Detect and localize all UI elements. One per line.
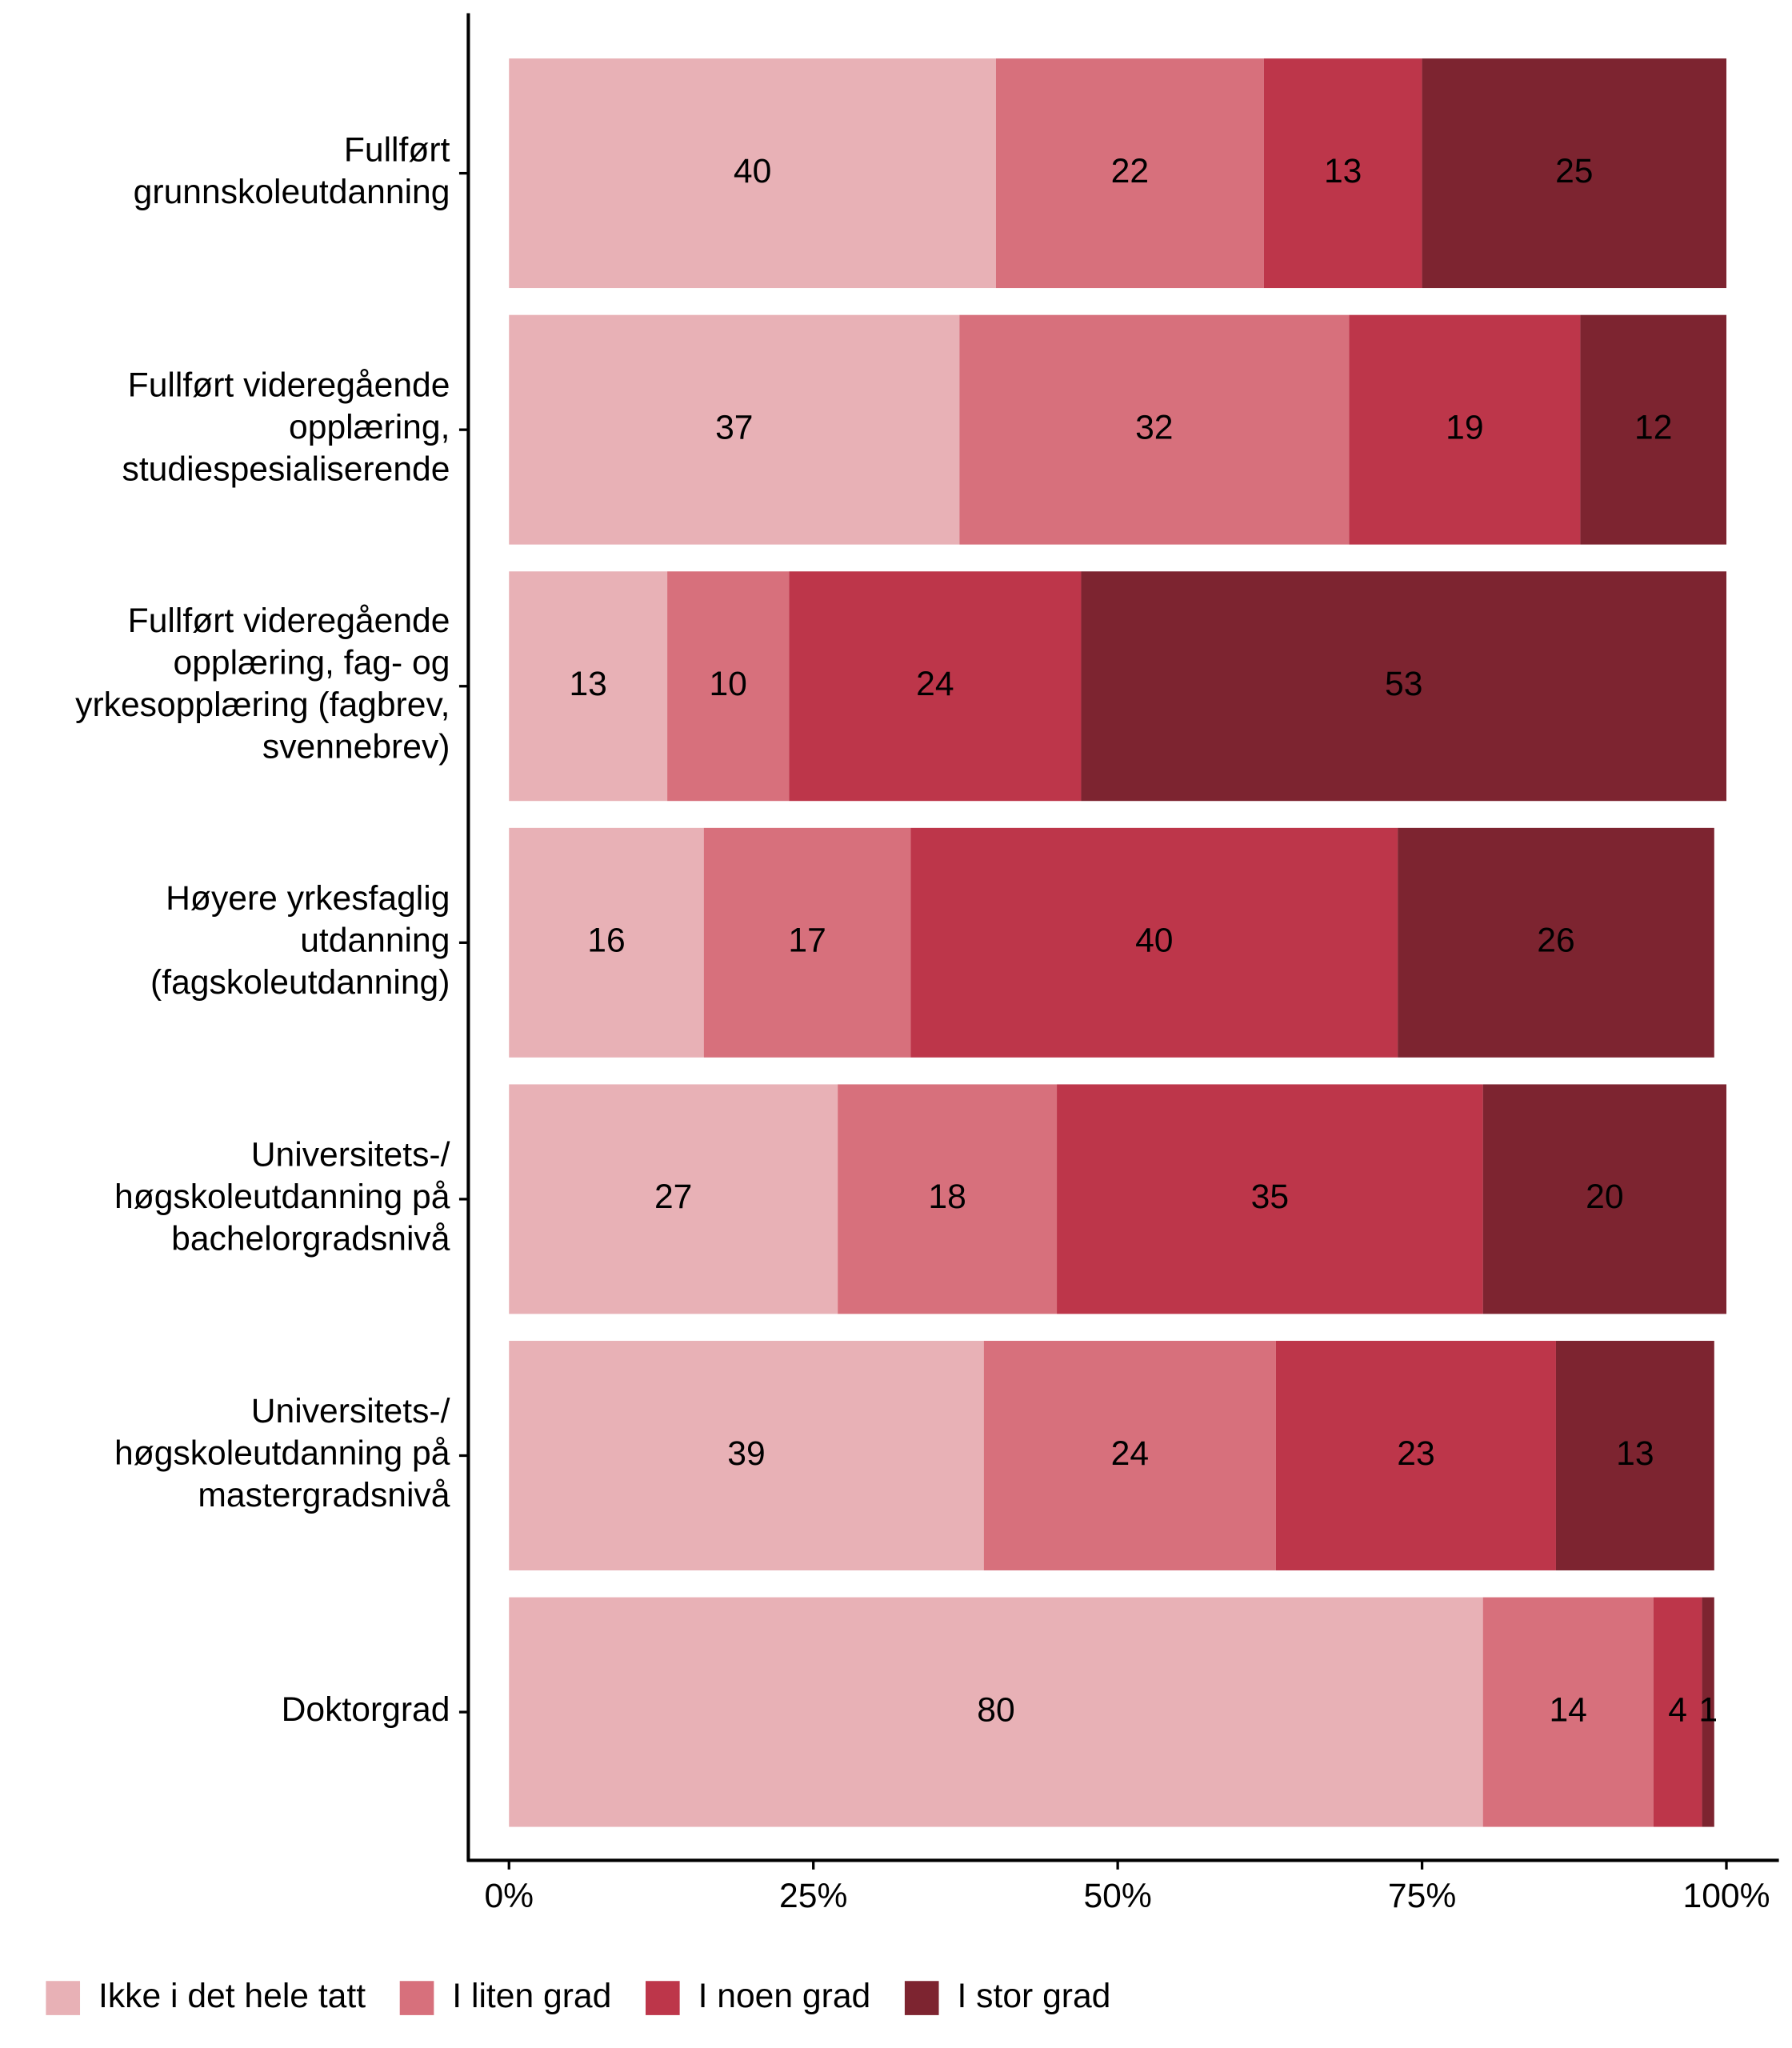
y-tick-label-line: opplæring, xyxy=(289,408,450,446)
bar-segment xyxy=(995,58,1264,289)
bar-segment xyxy=(1398,827,1714,1058)
bar-segment xyxy=(509,1597,1483,1827)
x-tick-label: 50% xyxy=(1083,1877,1151,1915)
bar-segment xyxy=(959,314,1350,545)
y-tick-label-line: grunnskoleutdanning xyxy=(134,173,450,211)
y-tick-label-line: Høyere yrkesfaglig xyxy=(166,879,450,918)
y-tick-label-line: Universitets-/ xyxy=(251,1136,450,1174)
x-tick-label: 100% xyxy=(1682,1877,1770,1915)
y-tick-label-line: Fullført videregående xyxy=(128,366,450,405)
y-tick-label-line: høgskoleutdanning på xyxy=(114,1178,450,1216)
bar-segment xyxy=(509,314,960,545)
y-tick-label-line: (fagskoleutdanning) xyxy=(150,963,450,1002)
y-tick-label-line: svennebrev) xyxy=(262,728,450,766)
y-tick-label-line: mastergradsnivå xyxy=(198,1476,450,1514)
value-label: 14 xyxy=(1549,1690,1586,1729)
bar-segment xyxy=(983,1341,1276,1570)
y-tick-label: Høyere yrkesfaglig utdanning (fagskoleutda… xyxy=(150,879,450,1002)
y-tick-label: Doktorgrad xyxy=(282,1690,450,1729)
value-label: 22 xyxy=(1111,152,1149,190)
y-tick-label: Fullført videregående opplæring, fag- og y… xyxy=(75,602,450,766)
bar-segment xyxy=(1580,314,1727,545)
bar-segment xyxy=(838,1084,1058,1314)
y-tick-label-line: høgskoleutdanning på xyxy=(114,1434,450,1473)
legend-label: I liten grad xyxy=(452,1977,611,2015)
y-tick-label-line: studiespesialiserende xyxy=(122,450,450,489)
bar-segment xyxy=(509,827,704,1058)
bar-segment xyxy=(1263,58,1422,289)
legend-swatch xyxy=(46,1981,81,2015)
legend-swatch xyxy=(645,1981,680,2015)
y-tick-label-line: Universitets-/ xyxy=(251,1392,450,1430)
bar-segment xyxy=(703,827,911,1058)
value-label: 17 xyxy=(788,922,826,960)
y-tick-label: Universitets-/ høgskoleutdanning på master… xyxy=(114,1392,450,1514)
legend-label: Ikke i det hele tatt xyxy=(98,1977,366,2015)
y-tick-label-line: Fullført videregående xyxy=(128,602,450,640)
bar-segment xyxy=(789,571,1082,802)
bar-segment xyxy=(1349,314,1581,545)
value-label: 13 xyxy=(569,665,606,703)
value-label: 35 xyxy=(1251,1178,1289,1216)
value-label: 19 xyxy=(1446,408,1483,446)
bar-segment xyxy=(1482,1597,1654,1827)
bar-segment xyxy=(1057,1084,1483,1314)
bar-segment xyxy=(509,1084,838,1314)
value-label: 80 xyxy=(977,1690,1014,1729)
value-label: 25 xyxy=(1555,152,1593,190)
y-tick-label-line: opplæring, fag- og xyxy=(173,644,450,682)
bar-segment xyxy=(1081,571,1727,802)
value-label: 10 xyxy=(709,665,746,703)
bar-segment xyxy=(1653,1597,1702,1827)
bar-segment xyxy=(1275,1341,1556,1570)
bar-segment xyxy=(1422,58,1727,289)
y-tick-label-line: bachelorgradsnivå xyxy=(171,1220,450,1258)
bar-segment xyxy=(910,827,1398,1058)
value-label: 16 xyxy=(587,922,625,960)
legend-swatch xyxy=(399,1981,434,2015)
value-label: 53 xyxy=(1385,665,1422,703)
legend-label: I noen grad xyxy=(698,1977,871,2015)
legend-swatch xyxy=(904,1981,939,2015)
y-tick-label-line: utdanning xyxy=(300,922,450,960)
bar-segment xyxy=(509,58,996,289)
value-label: 40 xyxy=(1135,922,1173,960)
bar-segment xyxy=(509,1341,984,1570)
value-label: 37 xyxy=(715,408,753,446)
value-label: 4 xyxy=(1668,1690,1687,1729)
value-label: 13 xyxy=(1324,152,1362,190)
value-label: 23 xyxy=(1397,1434,1434,1473)
value-label: 26 xyxy=(1537,922,1574,960)
y-tick-label-line: yrkesopplæring (fagbrev, xyxy=(75,686,450,724)
value-label: 24 xyxy=(916,665,954,703)
value-label: 1 xyxy=(1698,1690,1718,1729)
value-label: 12 xyxy=(1634,408,1672,446)
bar-segment xyxy=(1702,1597,1714,1827)
value-label: 20 xyxy=(1586,1178,1623,1216)
value-label: 13 xyxy=(1616,1434,1654,1473)
bar-segment xyxy=(1555,1341,1714,1570)
value-label: 32 xyxy=(1135,408,1173,446)
legend-label: I stor grad xyxy=(957,1977,1110,2015)
bar-segment xyxy=(509,571,668,802)
bar-segment xyxy=(1482,1084,1727,1314)
y-tick-label: Universitets-/ høgskoleutdanning på bachel… xyxy=(114,1136,450,1258)
value-label: 24 xyxy=(1111,1434,1149,1473)
x-tick-label: 0% xyxy=(484,1877,534,1915)
value-label: 18 xyxy=(928,1178,966,1216)
y-tick-label: Fullført videregående opplæring, studiespe… xyxy=(122,366,450,489)
value-label: 39 xyxy=(727,1434,765,1473)
x-tick-label: 25% xyxy=(779,1877,847,1915)
bar-segment xyxy=(667,571,790,802)
x-tick-label: 75% xyxy=(1388,1877,1456,1915)
y-tick-label-line: Fullført xyxy=(344,131,450,170)
value-label: 27 xyxy=(654,1178,692,1216)
y-tick-label: Fullført grunnskoleutdanning xyxy=(134,131,450,211)
y-tick-label-line: Doktorgrad xyxy=(282,1690,450,1729)
value-label: 40 xyxy=(734,152,771,190)
